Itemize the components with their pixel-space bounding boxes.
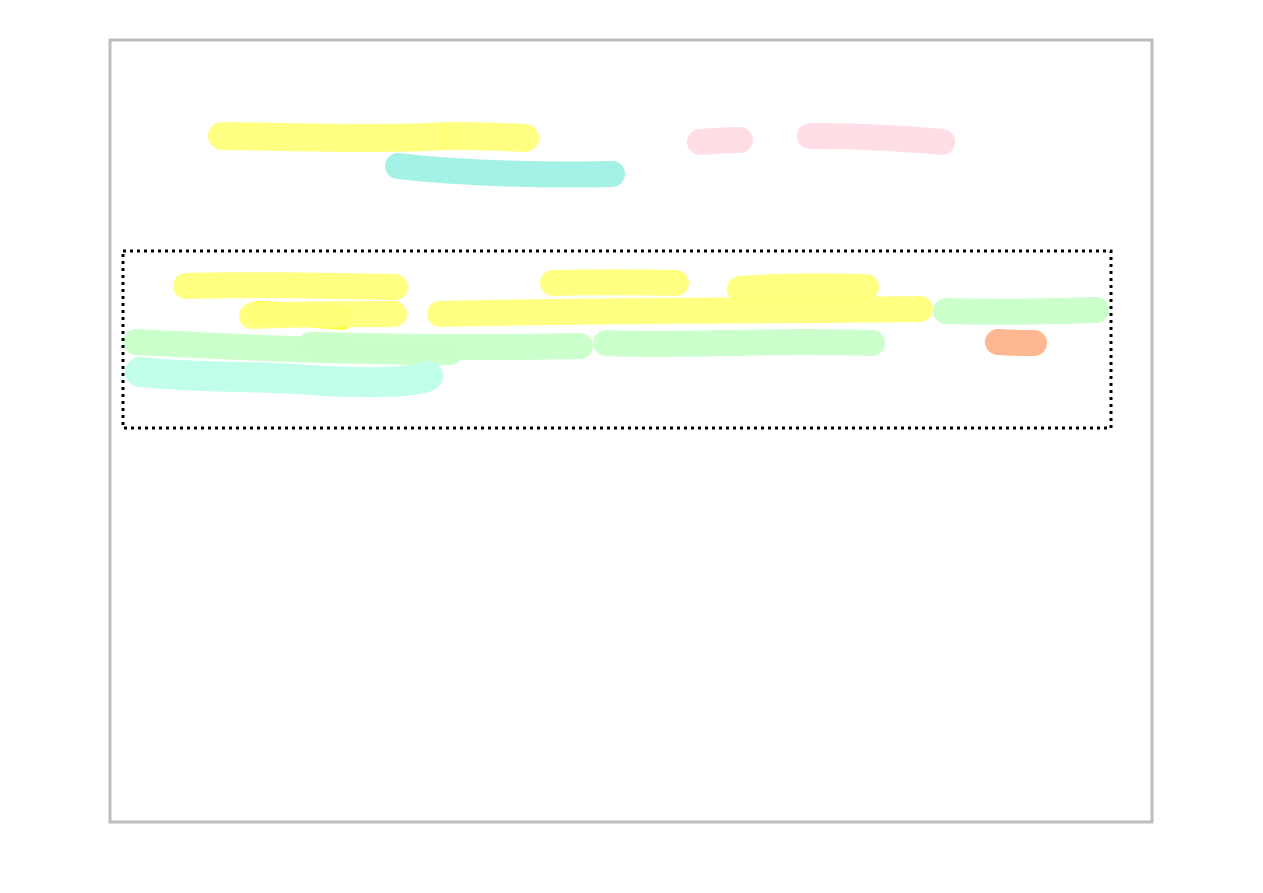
selection-box[interactable]	[121, 249, 1113, 430]
green-stroke[interactable]	[297, 332, 593, 361]
pink-stroke[interactable]	[797, 123, 955, 155]
orange-stroke[interactable]	[985, 329, 1047, 356]
green-stroke[interactable]	[933, 297, 1109, 325]
green-stroke[interactable]	[593, 329, 885, 357]
yellow-stroke[interactable]	[427, 296, 933, 327]
yellow-stroke[interactable]	[239, 301, 407, 329]
yellow-stroke[interactable]	[438, 122, 539, 152]
canvas-frame	[108, 38, 1154, 824]
yellow-stroke[interactable]	[208, 122, 462, 153]
yellow-stroke[interactable]	[173, 272, 408, 300]
strokes-layer	[123, 122, 1109, 398]
pink-stroke[interactable]	[687, 127, 753, 155]
yellow-stroke[interactable]	[540, 269, 689, 296]
teal-stroke[interactable]	[385, 153, 625, 188]
mint-stroke[interactable]	[125, 357, 443, 398]
yellow-stroke[interactable]	[727, 273, 879, 302]
